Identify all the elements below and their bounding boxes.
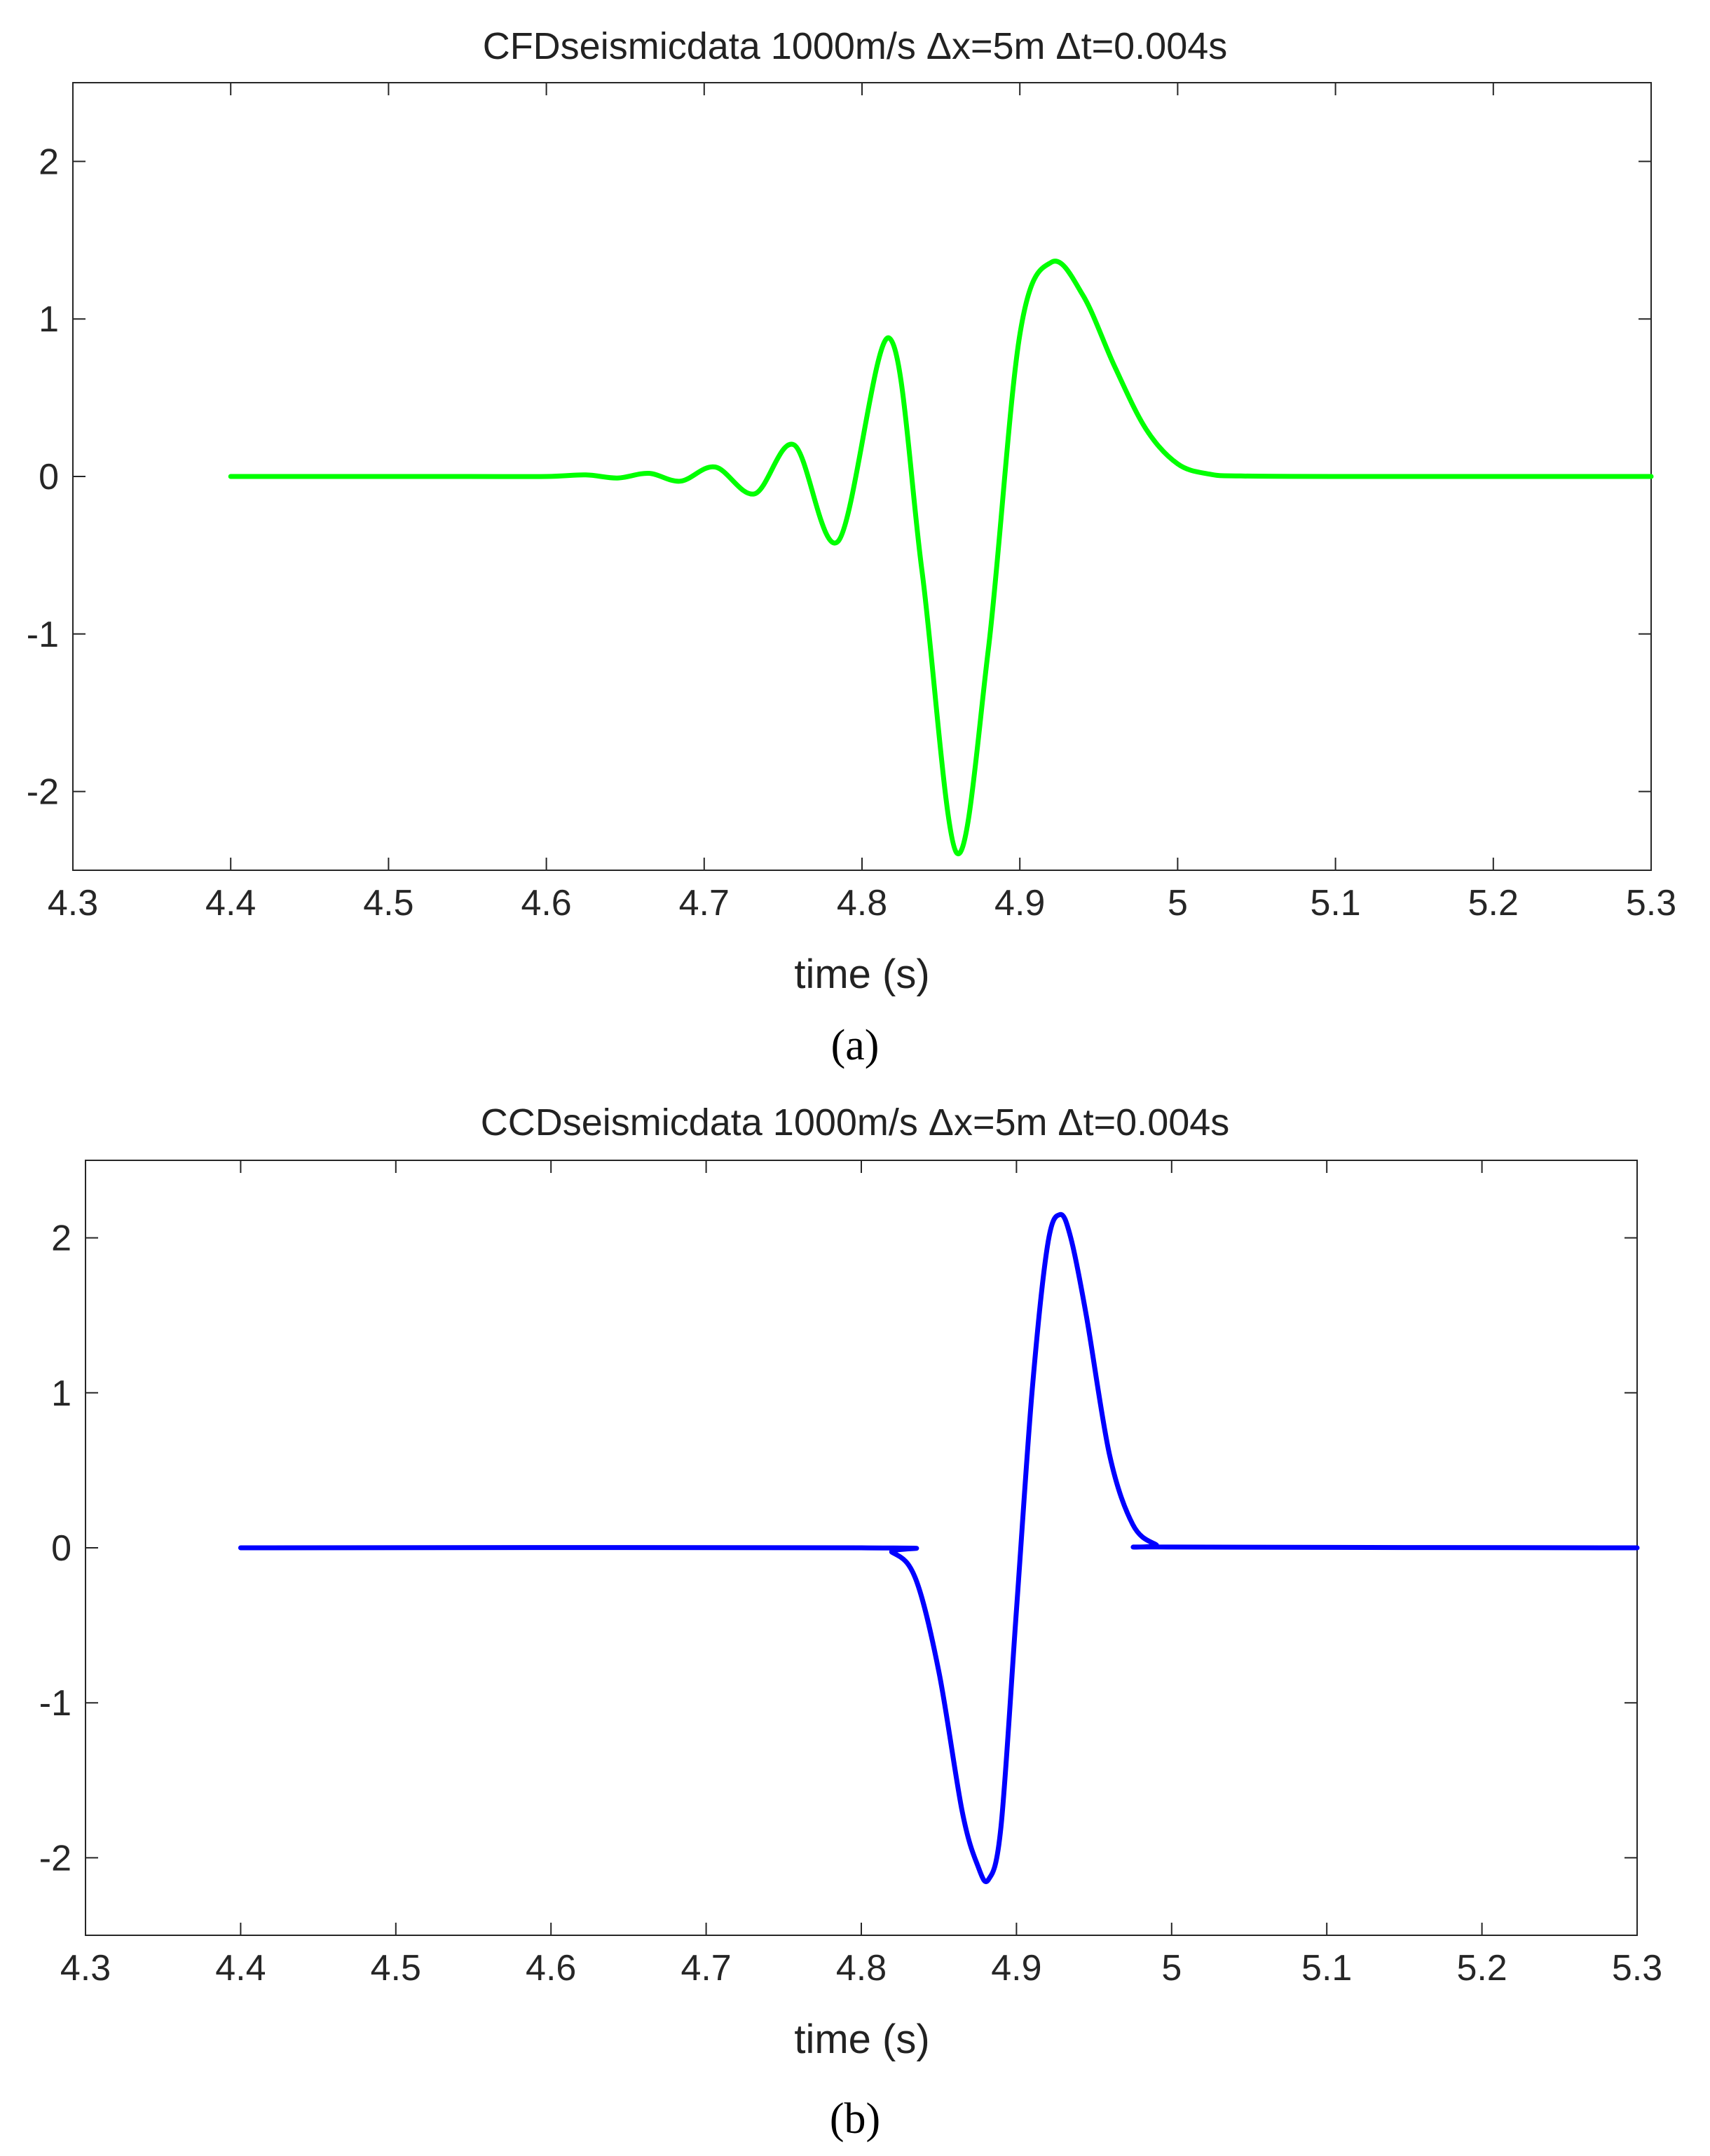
x-tick-label: 5.2 (1456, 1948, 1507, 1989)
y-tick-label: 2 (39, 142, 59, 182)
chart-b-panel-label: (b) (830, 2095, 880, 2143)
chart-panel-b: CCDseismicdata 1000m/s Δx=5m Δt=0.004s 4… (0, 1076, 1710, 2152)
x-tick-label: 4.5 (371, 1948, 421, 1989)
x-tick-label: 4.3 (60, 1948, 111, 1989)
y-tick-label: -1 (39, 1683, 71, 1724)
chart-b-series (238, 1211, 1640, 1884)
series-line (228, 259, 1654, 857)
chart-a-title: CFDseismicdata 1000m/s Δx=5m Δt=0.004s (483, 25, 1228, 67)
x-tick-label: 5.2 (1468, 883, 1519, 923)
series-line (238, 1211, 1640, 1884)
chart-panel-a: CFDseismicdata 1000m/s Δx=5m Δt=0.004s 4… (0, 0, 1710, 1076)
chart-b-title: CCDseismicdata 1000m/s Δx=5m Δt=0.004s (481, 1101, 1230, 1144)
y-tick-label: 0 (51, 1528, 71, 1569)
x-tick-label: 4.9 (991, 1948, 1041, 1989)
x-tick-label: 4.6 (521, 883, 571, 923)
chart-a-x-axis-label: time (s) (794, 952, 929, 997)
x-tick-label: 5 (1161, 1948, 1182, 1989)
y-tick-label: -2 (39, 1838, 71, 1879)
chart-a-series (228, 259, 1654, 857)
chart-b-x-axis-label: time (s) (794, 2017, 929, 2062)
y-tick-label: 1 (51, 1373, 71, 1414)
y-tick-label: 2 (51, 1218, 71, 1259)
x-tick-label: 5.1 (1301, 1948, 1352, 1989)
x-tick-label: 4.8 (836, 1948, 887, 1989)
x-tick-label: 4.4 (205, 883, 256, 923)
y-tick-label: 1 (39, 299, 59, 340)
x-tick-label: 4.9 (994, 883, 1045, 923)
y-tick-label: -1 (27, 614, 59, 655)
x-tick-label: 4.7 (680, 1948, 731, 1989)
x-tick-label: 4.5 (363, 883, 413, 923)
x-tick-label: 4.7 (679, 883, 730, 923)
x-tick-label: 5.3 (1612, 1948, 1662, 1989)
chart-a-x-tick-labels: 4.3 4.4 4.5 4.6 4.7 4.8 4.9 5 5.1 5.2 5.3 (48, 883, 1676, 923)
chart-b-svg: CCDseismicdata 1000m/s Δx=5m Δt=0.004s 4… (39, 1101, 1662, 2143)
x-tick-label: 5 (1168, 883, 1188, 923)
x-tick-label: 4.4 (215, 1948, 266, 1989)
x-tick-label: 4.3 (48, 883, 98, 923)
chart-a-svg: CFDseismicdata 1000m/s Δx=5m Δt=0.004s 4… (27, 25, 1676, 1069)
x-tick-label: 5.1 (1310, 883, 1360, 923)
y-tick-label: -2 (27, 772, 59, 813)
chart-b-ticks (85, 1160, 1638, 1935)
chart-a-y-tick-labels: -2 -1 0 1 2 (27, 142, 59, 812)
y-tick-label: 0 (39, 457, 59, 497)
chart-a-panel-label: (a) (831, 1022, 880, 1069)
x-tick-label: 4.8 (837, 883, 887, 923)
x-tick-label: 5.3 (1626, 883, 1676, 923)
chart-b-y-tick-labels: -2 -1 0 1 2 (39, 1218, 71, 1879)
x-tick-label: 4.6 (526, 1948, 576, 1989)
chart-b-x-tick-labels: 4.3 4.4 4.5 4.6 4.7 4.8 4.9 5 5.1 5.2 5.3 (60, 1948, 1662, 1989)
